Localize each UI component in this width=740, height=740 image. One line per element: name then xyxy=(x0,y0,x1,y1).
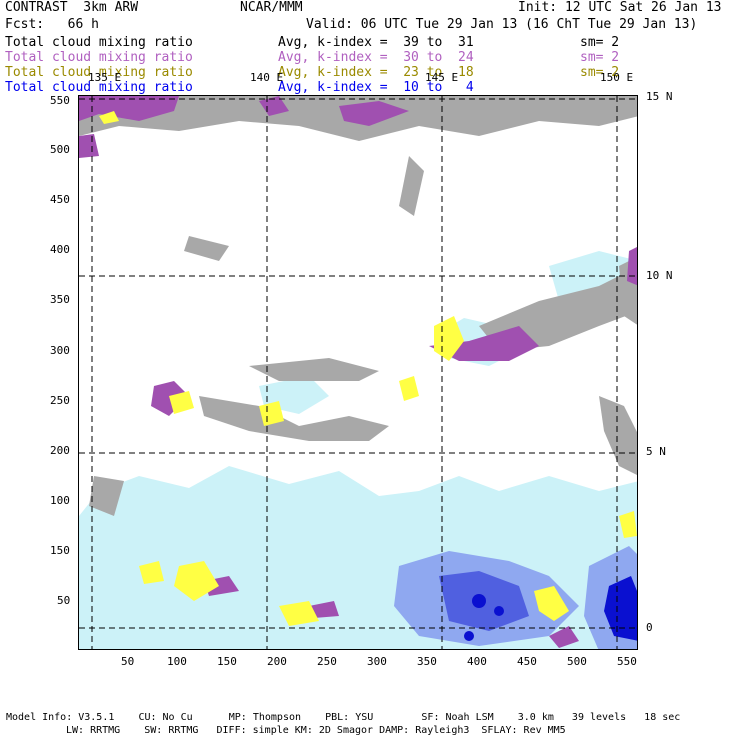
init-time: Init: 12 UTC Sat 26 Jan 13 xyxy=(518,0,722,15)
lon-label: 135 E xyxy=(88,71,122,84)
cloud-region-darkblue xyxy=(604,576,637,641)
field-name: Total cloud mixing ratio xyxy=(5,35,193,50)
model-info-line2: LW: RRTMG SW: RRTMG DIFF: simple KM: 2D … xyxy=(66,725,566,736)
field-name: Total cloud mixing ratio xyxy=(5,65,193,80)
lon-label: 145 E xyxy=(425,71,459,84)
cloud-cell-darkblue xyxy=(472,594,486,608)
x-tick-label: 350 xyxy=(417,655,437,668)
x-tick-label: 400 xyxy=(467,655,487,668)
forecast-hour: Fcst: 66 h xyxy=(5,17,99,32)
lat-label: 0 xyxy=(646,621,653,634)
y-tick-label: 250 xyxy=(50,394,70,407)
y-tick-label: 150 xyxy=(50,544,70,557)
x-tick-label: 250 xyxy=(317,655,337,668)
app-title: CONTRAST 3km ARW xyxy=(5,0,139,15)
cloud-cell-darkblue xyxy=(494,606,504,616)
y-tick-label: 350 xyxy=(50,293,70,306)
field-avg: Avg, k-index = 10 to 4 xyxy=(278,80,474,95)
model-info-line1: Model Info: V3.5.1 CU: No Cu MP: Thompso… xyxy=(6,712,681,723)
x-tick-label: 150 xyxy=(217,655,237,668)
field-smooth: sm= 2 xyxy=(580,35,620,50)
x-tick-label: 500 xyxy=(567,655,587,668)
x-tick-label: 100 xyxy=(167,655,187,668)
y-tick-label: 550 xyxy=(50,94,70,107)
valid-time: Valid: 06 UTC Tue 29 Jan 13 (16 ChT Tue … xyxy=(306,17,698,32)
y-tick-label: 300 xyxy=(50,344,70,357)
field-name: Total cloud mixing ratio xyxy=(5,80,193,95)
lat-lon-grid xyxy=(79,96,637,649)
lat-label: 10 N xyxy=(646,269,673,282)
field-avg: Avg, k-index = 23 to 18 xyxy=(278,65,474,80)
y-tick-label: 500 xyxy=(50,143,70,156)
y-tick-label: 450 xyxy=(50,193,70,206)
lon-label: 140 E xyxy=(250,71,284,84)
org-label: NCAR/MMM xyxy=(240,0,303,15)
x-tick-label: 200 xyxy=(267,655,287,668)
field-avg: Avg, k-index = 30 to 24 xyxy=(278,50,474,65)
field-smooth: sm= 2 xyxy=(580,65,620,80)
y-tick-label: 200 xyxy=(50,444,70,457)
cloud-cell-darkblue xyxy=(464,631,474,641)
x-tick-label: 450 xyxy=(517,655,537,668)
lat-label: 15 N xyxy=(646,90,673,103)
field-name: Total cloud mixing ratio xyxy=(5,50,193,65)
y-tick-label: 100 xyxy=(50,494,70,507)
map-plot xyxy=(79,96,637,649)
x-tick-label: 300 xyxy=(367,655,387,668)
y-tick-label: 400 xyxy=(50,243,70,256)
field-avg: Avg, k-index = 39 to 31 xyxy=(278,35,474,50)
map-panel xyxy=(78,95,638,650)
y-tick-label: 50 xyxy=(57,594,71,607)
cloud-region-yellow xyxy=(99,111,637,626)
field-smooth: sm= 2 xyxy=(580,50,620,65)
x-tick-label: 550 xyxy=(617,655,637,668)
x-tick-label: 50 xyxy=(121,655,135,668)
lat-label: 5 N xyxy=(646,445,666,458)
lon-label: 150 E xyxy=(600,71,634,84)
